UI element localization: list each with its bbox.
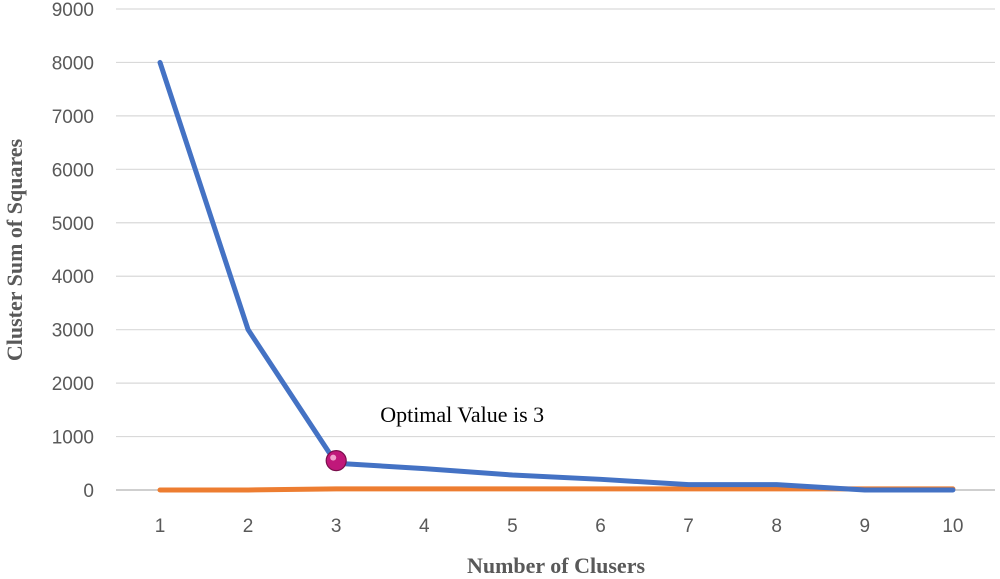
x-tick-label: 3: [331, 516, 342, 537]
gridlines: [116, 8, 995, 438]
x-tick-labels: 1 2 3 4 5 6 7 8 9 10: [155, 516, 964, 537]
y-tick-label: 0: [83, 481, 94, 502]
y-tick-label: 6000: [52, 160, 94, 181]
x-tick-label: 5: [507, 516, 518, 537]
optimal-point-highlight: [330, 454, 337, 461]
x-tick-label: 2: [243, 516, 254, 537]
optimal-value-annotation: Optimal Value is 3: [380, 402, 544, 427]
x-tick-label: 9: [860, 516, 871, 537]
optimal-point-marker: [325, 450, 347, 472]
y-tick-label: 5000: [52, 214, 94, 235]
y-axis-title: Cluster Sum of Squares: [2, 138, 27, 361]
series-line-1: [157, 59, 956, 493]
x-axis-title: Number of Clusers: [467, 553, 645, 578]
y-tick-label: 8000: [52, 53, 94, 74]
y-tick-label: 9000: [52, 0, 94, 21]
x-tick-label: 6: [595, 516, 606, 537]
y-tick-label: 7000: [52, 107, 94, 128]
x-tick-label: 4: [419, 516, 430, 537]
y-tick-label: 3000: [52, 321, 94, 342]
series-lines: [157, 59, 956, 493]
x-tick-label: 1: [155, 516, 166, 537]
x-tick-label: 7: [683, 516, 694, 537]
y-tick-label: 1000: [52, 428, 94, 449]
y-tick-labels: 0 1000 2000 3000 4000 5000 6000 7000 8000 9000: [52, 0, 94, 502]
y-tick-label: 2000: [52, 374, 94, 395]
x-tick-label: 10: [942, 516, 963, 537]
y-tick-label: 4000: [52, 267, 94, 288]
highlight-markers: [325, 450, 347, 472]
x-tick-label: 8: [771, 516, 782, 537]
